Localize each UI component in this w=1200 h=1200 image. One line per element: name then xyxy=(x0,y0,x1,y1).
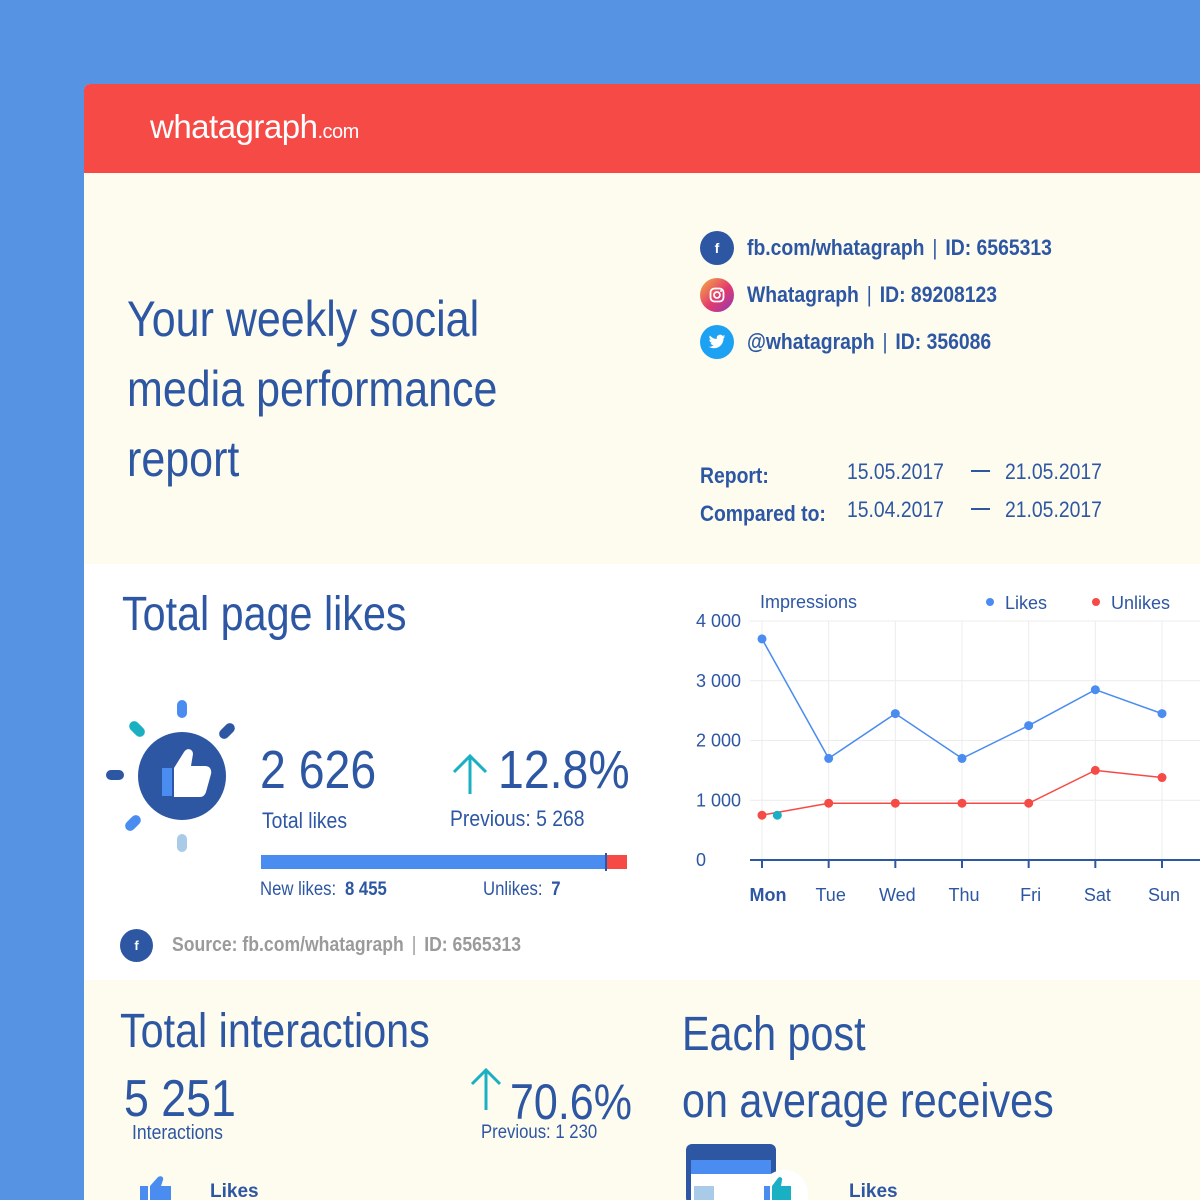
account-name: Whatagraph xyxy=(747,281,859,307)
interactions-change: 70.6% xyxy=(510,1074,632,1130)
x-tick-label: Sat xyxy=(1084,885,1111,905)
account-instagram[interactable]: Whatagraph | ID: 89208123 xyxy=(700,271,1094,318)
data-point xyxy=(1024,798,1034,808)
y-tick-label: 4 000 xyxy=(696,611,741,631)
facebook-icon: f xyxy=(120,929,153,962)
page-likes-section xyxy=(84,564,1200,980)
account-facebook[interactable]: f fb.com/whatagraph | ID: 6565313 xyxy=(700,224,1094,271)
new-likes-fill xyxy=(261,855,606,869)
each-post-title-line2: on average receives xyxy=(682,1075,1054,1128)
account-id: ID: 89208123 xyxy=(879,281,998,307)
y-tick-label: 1 000 xyxy=(696,790,741,810)
report-period: Report: 15.05.2017 21.05.2017 xyxy=(700,459,1102,488)
likes-change-value: 12.8% xyxy=(498,740,630,800)
report-sheet: whatagraph.com Your weekly social media … xyxy=(84,84,1200,1200)
source-id: ID: 6565313 xyxy=(424,934,522,956)
thumbs-up-icon xyxy=(106,700,235,852)
data-point xyxy=(1090,765,1100,775)
data-point xyxy=(757,634,767,644)
data-point xyxy=(824,753,834,763)
data-point xyxy=(957,798,967,808)
x-tick-label: Sun xyxy=(1148,885,1180,905)
chart-title: Impressions xyxy=(760,592,857,612)
y-tick-label: 0 xyxy=(696,850,706,870)
top-bar: whatagraph.com xyxy=(84,84,1200,173)
new-likes-label: New likes: 8 455 xyxy=(260,879,387,900)
account-name: @whatagraph xyxy=(747,328,875,354)
unlikes-value: 7 xyxy=(551,879,561,900)
y-tick-label: 3 000 xyxy=(696,671,741,691)
each-post-title-line1: Each post xyxy=(682,1008,866,1061)
account-list: f fb.com/whatagraph | ID: 6565313 Whatagra… xyxy=(700,224,1094,365)
x-tick-label: Tue xyxy=(815,885,845,905)
data-point xyxy=(1090,685,1100,695)
post-card-icon xyxy=(686,1144,808,1200)
data-point xyxy=(1157,773,1167,783)
legend-marker xyxy=(1092,598,1100,606)
y-tick-label: 2 000 xyxy=(696,731,741,751)
likes-progress-bar xyxy=(261,853,627,871)
date-range: Report: 15.05.2017 21.05.2017 Compared t… xyxy=(700,459,1120,535)
data-point xyxy=(757,810,767,820)
account-id: ID: 356086 xyxy=(895,328,992,354)
x-tick-label: Fri xyxy=(1020,885,1041,905)
data-point xyxy=(890,798,900,808)
impressions-chart: 0 1 000 2 000 3 000 4 000 Mon Tue Wed Thu Fri Sat S… xyxy=(696,592,1200,905)
legend-label: Likes xyxy=(1005,593,1047,613)
data-point xyxy=(824,798,834,808)
interactions-likes-label: Likes xyxy=(210,1181,259,1200)
interactions-label: Interactions xyxy=(132,1122,223,1144)
legend-marker xyxy=(986,598,994,606)
logo[interactable]: whatagraph.com xyxy=(150,108,359,145)
interactions-value: 5 251 xyxy=(124,1070,236,1128)
compared-period: Compared to: 15.04.2017 21.05.2017 xyxy=(700,497,1102,526)
interactions-title: Total interactions xyxy=(120,1005,430,1058)
data-point xyxy=(772,810,782,820)
bar-divider xyxy=(605,853,608,871)
legend-label: Unlikes xyxy=(1111,593,1170,613)
data-point xyxy=(957,753,967,763)
x-tick-label: Mon xyxy=(750,885,787,905)
arrow-up-icon xyxy=(452,753,488,794)
data-point xyxy=(1157,709,1167,719)
twitter-icon xyxy=(700,324,734,359)
total-likes-label: Total likes xyxy=(262,808,348,833)
facebook-icon: f xyxy=(700,230,734,265)
page-likes-title: Total page likes xyxy=(122,588,407,641)
interactions-previous: Previous: 1 230 xyxy=(481,1122,598,1143)
thumbs-up-icon xyxy=(140,1176,171,1200)
source-text: Source: fb.com/whatagraph xyxy=(172,934,404,956)
account-twitter[interactable]: @whatagraph | ID: 356086 xyxy=(700,318,1094,365)
arrow-up-icon xyxy=(470,1067,502,1110)
data-point xyxy=(1024,721,1034,731)
each-post-likes-label: Likes xyxy=(849,1181,898,1200)
data-point xyxy=(890,709,900,719)
source-line: f Source: fb.com/whatagraph | ID: 6565313 xyxy=(120,929,569,962)
x-tick-label: Thu xyxy=(948,885,979,905)
page-title: Your weekly social media performance rep… xyxy=(127,291,498,487)
unlikes-label: Unlikes: 7 xyxy=(483,879,561,900)
account-name: fb.com/whatagraph xyxy=(747,234,925,260)
account-id: ID: 6565313 xyxy=(945,234,1052,260)
likes-previous: Previous: 5 268 xyxy=(450,806,585,831)
instagram-icon xyxy=(700,277,734,312)
total-likes-value: 2 626 xyxy=(260,740,377,800)
x-tick-label: Wed xyxy=(879,885,916,905)
new-likes-value: 8 455 xyxy=(344,879,387,900)
